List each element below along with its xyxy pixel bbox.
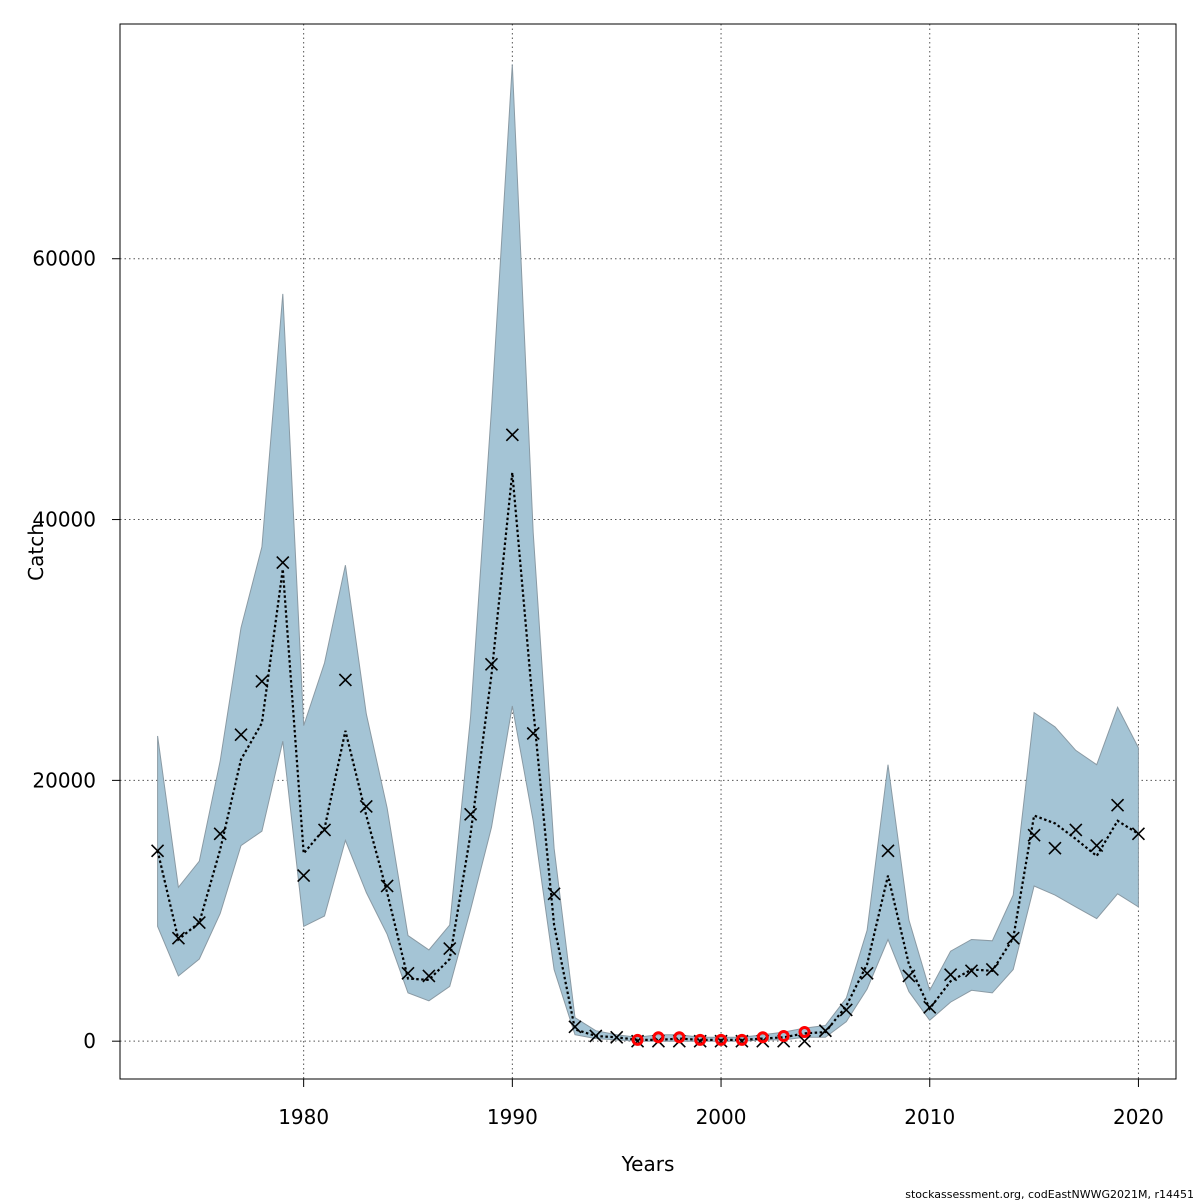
highlight-point	[652, 1031, 665, 1044]
confidence-band-area	[157, 64, 1139, 1042]
x-tick-label: 1980	[278, 1105, 329, 1129]
observed-point	[1006, 931, 1020, 945]
observed-points	[150, 428, 1146, 1048]
observed-point	[1048, 841, 1062, 855]
x-tick-label: 2020	[1113, 1105, 1164, 1129]
observed-point	[338, 673, 352, 687]
x-axis: 1980 1990 2000 2010 2020	[278, 1079, 1164, 1129]
observed-point	[568, 1020, 582, 1034]
observed-point	[505, 428, 519, 442]
observed-point	[192, 915, 206, 930]
highlight-point	[673, 1031, 686, 1044]
observed-point	[589, 1029, 603, 1043]
plot-frame	[119, 23, 1177, 1080]
observed-point	[797, 1034, 812, 1048]
observed-point	[610, 1030, 624, 1044]
observed-point	[317, 823, 332, 837]
highlight-point	[756, 1031, 769, 1044]
observed-point	[234, 728, 248, 742]
y-axis-title: Catch	[24, 523, 48, 581]
x-tick-label: 2010	[904, 1105, 955, 1129]
observed-point	[401, 966, 415, 980]
observed-point	[255, 674, 269, 688]
y-tick-label: 20000	[32, 768, 96, 792]
observed-point	[380, 879, 394, 893]
observed-point	[839, 1003, 853, 1017]
observed-point	[1110, 798, 1125, 812]
observed-point	[464, 807, 478, 821]
observed-point	[150, 844, 165, 858]
y-tick-label: 0	[83, 1029, 96, 1053]
y-axis: 0 20000 40000 60000	[32, 247, 120, 1053]
observed-point	[526, 726, 540, 740]
confidence-band	[157, 64, 1139, 1042]
observed-point	[881, 844, 895, 858]
observed-point	[171, 931, 186, 945]
highlight-point	[798, 1026, 811, 1039]
observed-point	[818, 1024, 832, 1038]
observed-point	[1069, 823, 1083, 837]
x-tick-label: 2000	[696, 1105, 747, 1129]
observed-point	[276, 556, 290, 570]
footer-credit: stockassessment.org, codEastNWWG2021M, r…	[905, 1188, 1194, 1200]
observed-point	[1027, 828, 1041, 842]
y-tick-label: 40000	[32, 508, 96, 532]
highlight-point	[777, 1029, 790, 1042]
y-tick-label: 60000	[32, 247, 96, 271]
highlight-point	[735, 1033, 748, 1046]
observed-point	[944, 968, 958, 982]
observed-point	[422, 969, 436, 983]
highlight-point	[715, 1033, 728, 1046]
highlight-points	[631, 1026, 811, 1046]
observed-point	[484, 657, 499, 671]
observed-point	[297, 868, 311, 883]
x-tick-label: 1990	[487, 1105, 538, 1129]
observed-point	[964, 964, 979, 978]
observed-point	[547, 887, 561, 901]
observed-point	[1090, 839, 1104, 853]
observed-point	[1131, 827, 1146, 841]
x-axis-title: Years	[621, 1152, 675, 1176]
observed-point	[923, 1000, 937, 1014]
observed-point	[443, 942, 457, 956]
observed-point	[213, 827, 227, 841]
observed-point	[860, 966, 874, 980]
highlight-point	[694, 1033, 707, 1046]
observed-point	[902, 969, 916, 983]
observed-point	[985, 962, 999, 977]
observed-point	[359, 799, 373, 814]
highlight-point	[631, 1033, 644, 1046]
